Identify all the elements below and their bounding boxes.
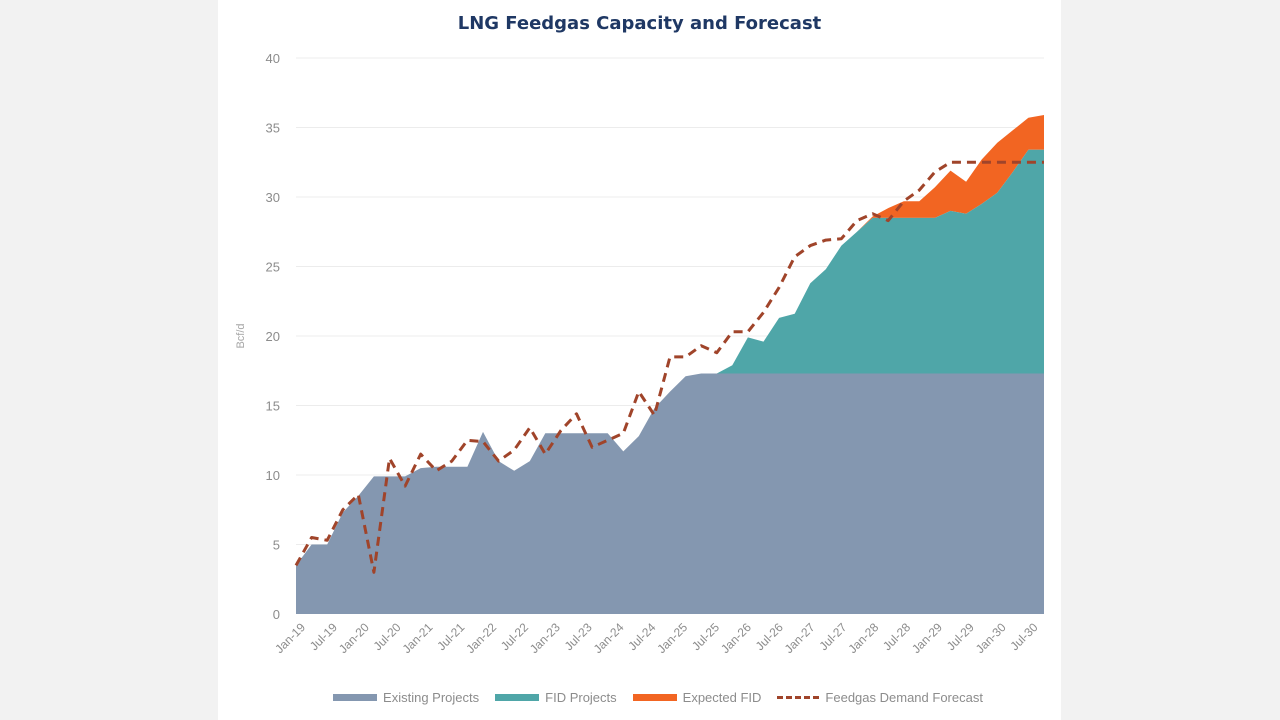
x-tick-label: Jul-25 (689, 620, 722, 653)
x-tick-label: Jan-29 (909, 620, 945, 656)
y-tick-label: 15 (266, 399, 280, 414)
y-tick-label: 10 (266, 468, 280, 483)
x-tick-label: Jul-30 (1008, 620, 1041, 653)
legend-item-expected: Expected FID (632, 687, 762, 707)
x-tick-label: Jul-24 (625, 620, 658, 653)
y-tick-label: 40 (266, 51, 280, 66)
legend-label-fid: FID Projects (545, 689, 617, 705)
legend-swatch-demand (777, 695, 820, 699)
y-axis-label: Bcf/d (235, 323, 247, 348)
x-tick-label: Jan-26 (718, 620, 754, 656)
chart-title: LNG Feedgas Capacity and Forecast (457, 13, 822, 34)
x-tick-label: Jul-28 (880, 620, 913, 653)
chart-legend: Existing Projects FID Projects Expected … (278, 687, 1038, 707)
y-tick-label: 35 (266, 121, 280, 136)
legend-swatch-expected (632, 693, 677, 701)
x-tick-label: Jan-28 (845, 620, 881, 656)
x-tick-label: Jan-22 (463, 620, 499, 656)
x-tick-label: Jul-27 (816, 620, 849, 653)
x-tick-label: Jan-27 (782, 620, 818, 656)
area-fid-projects (296, 149, 1044, 566)
x-tick-label: Jan-30 (973, 620, 1009, 656)
y-tick-label: 25 (266, 260, 280, 275)
chart-card: LNG Feedgas Capacity and Forecast 0 5 10 15… (218, 0, 1061, 720)
x-tick-label: Jul-26 (753, 620, 786, 653)
legend-item-fid: FID Projects (495, 687, 617, 707)
x-tick-label: Jul-29 (944, 620, 977, 653)
x-tick-label: Jan-24 (591, 620, 627, 656)
y-tick-label: 0 (273, 607, 280, 622)
y-tick-label: 20 (266, 329, 280, 344)
legend-label-existing: Existing Projects (383, 689, 480, 705)
x-tick-label: Jul-21 (434, 620, 467, 653)
x-tick-label: Jan-23 (527, 620, 563, 656)
y-tick-label: 30 (266, 190, 280, 205)
area-existing-projects (296, 373, 1044, 614)
x-tick-label: Jul-19 (307, 620, 340, 653)
legend-swatch-existing (333, 693, 378, 701)
x-tick-label: Jul-20 (371, 620, 404, 653)
x-tick-label: Jul-23 (562, 620, 595, 653)
legend-label-demand: Feedgas Demand Forecast (825, 689, 983, 705)
legend-item-demand: Feedgas Demand Forecast (777, 687, 983, 707)
x-tick-label: Jan-20 (336, 620, 372, 656)
chart-plot: 0510152025303540Bcf/dJan-19Jul-19Jan-20J… (235, 51, 1044, 656)
legend-item-existing: Existing Projects (333, 687, 479, 707)
y-tick-label: 5 (273, 538, 280, 553)
legend-label-expected: Expected FID (682, 689, 762, 705)
line-feedgas-demand-forecast (294, 160, 1044, 574)
x-tick-label: Jul-22 (498, 620, 531, 653)
x-tick-label: Jan-19 (272, 620, 308, 656)
x-tick-label: Jan-21 (400, 620, 436, 656)
x-tick-label: Jan-25 (654, 620, 690, 656)
legend-swatch-fid (495, 693, 540, 701)
